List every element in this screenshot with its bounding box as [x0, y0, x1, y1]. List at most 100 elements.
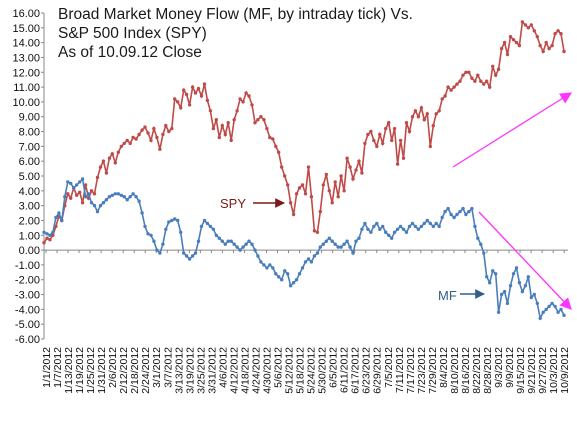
- data-point-mf: [51, 230, 55, 234]
- data-point-mf: [375, 221, 379, 226]
- data-point-mf: [176, 218, 180, 223]
- data-point-mf: [401, 227, 406, 231]
- data-point-mf: [491, 269, 495, 273]
- data-point-spy: [131, 135, 135, 140]
- data-point-spy: [253, 121, 257, 125]
- x-tick-label: 7/17/2012: [405, 347, 417, 394]
- data-point-mf: [211, 227, 216, 231]
- data-point-spy: [119, 144, 124, 149]
- data-point-spy: [42, 241, 46, 245]
- data-point-spy: [562, 49, 566, 54]
- data-point-mf: [146, 232, 150, 236]
- y-tick-label: 4.00: [19, 186, 40, 198]
- data-point-spy: [464, 70, 468, 75]
- data-point-spy: [440, 97, 444, 101]
- data-point-spy: [499, 46, 504, 51]
- data-point-spy: [354, 168, 358, 172]
- data-point-spy: [229, 138, 233, 143]
- chart-title-line-2: S&P 500 Index (SPY): [58, 25, 207, 42]
- data-point-mf: [161, 242, 165, 246]
- data-point-mf: [505, 301, 510, 306]
- data-point-mf: [547, 304, 551, 309]
- data-point-mf: [220, 239, 224, 243]
- data-point-spy: [413, 109, 418, 113]
- data-point-spy: [321, 183, 325, 187]
- data-point-mf: [476, 236, 480, 240]
- data-point-spy: [125, 138, 129, 143]
- data-point-mf: [187, 257, 192, 261]
- data-point-spy: [327, 189, 331, 193]
- data-point-mf: [470, 206, 474, 211]
- x-tick-label: 5/30/2012: [317, 347, 329, 394]
- data-point-spy: [244, 91, 248, 95]
- data-point-mf: [398, 224, 403, 229]
- data-point-spy: [550, 43, 554, 48]
- data-point-spy: [381, 141, 385, 146]
- x-tick-label: 1/13/2012: [63, 347, 75, 394]
- x-tick-label: 4/12/2012: [228, 347, 240, 394]
- x-tick-label: 1/19/2012: [74, 347, 86, 394]
- y-axis-tick-labels: -6.00 -5.00 -4.00 -3.00 -2.00 -1.00 0.00 1.00 2.…: [12, 8, 40, 346]
- data-point-mf: [452, 215, 456, 220]
- data-point-spy: [89, 189, 94, 193]
- data-point-spy: [369, 129, 373, 134]
- data-point-mf: [384, 230, 388, 234]
- data-point-mf: [244, 242, 248, 246]
- data-point-spy: [83, 183, 88, 187]
- x-tick-label: 1/7/2012: [52, 347, 64, 388]
- data-point-spy: [336, 195, 340, 199]
- data-point-spy: [494, 73, 498, 77]
- data-point-mf: [467, 209, 471, 214]
- data-point-spy: [164, 123, 168, 128]
- y-tick-label: -3.00: [15, 290, 40, 302]
- data-point-spy: [78, 190, 82, 194]
- data-point-mf: [351, 251, 355, 255]
- data-point-spy: [502, 40, 507, 45]
- data-point-spy: [556, 29, 560, 33]
- data-point-mf: [173, 217, 177, 221]
- y-tick-label: 7.00: [19, 141, 40, 153]
- series-layer: [42, 20, 566, 321]
- data-point-mf: [229, 239, 233, 243]
- data-point-spy: [294, 192, 299, 196]
- spy-uptrend-arrow: [452, 92, 572, 168]
- data-point-mf: [113, 192, 118, 196]
- data-point-mf: [235, 245, 239, 249]
- data-point-mf: [57, 211, 61, 215]
- data-point-mf: [271, 266, 275, 270]
- data-point-mf: [131, 192, 135, 196]
- data-point-mf: [303, 260, 308, 264]
- data-point-spy: [98, 165, 103, 169]
- data-point-mf: [502, 289, 507, 294]
- data-point-mf: [315, 251, 320, 255]
- data-point-spy: [318, 209, 322, 214]
- data-point-spy: [173, 97, 177, 101]
- data-point-spy: [547, 46, 551, 51]
- data-point-spy: [378, 132, 382, 137]
- data-point-spy: [66, 192, 70, 196]
- data-point-spy: [280, 165, 284, 169]
- data-point-mf: [363, 221, 367, 226]
- data-point-mf: [327, 236, 331, 240]
- data-point-mf: [342, 242, 346, 246]
- data-point-spy: [306, 165, 311, 169]
- data-point-mf: [247, 239, 251, 243]
- data-point-spy: [479, 79, 483, 83]
- data-point-mf: [541, 310, 545, 314]
- data-point-mf: [306, 257, 311, 261]
- data-point-mf: [60, 218, 64, 223]
- data-point-mf: [372, 224, 376, 229]
- data-point-mf: [288, 284, 293, 288]
- data-point-mf: [286, 272, 290, 276]
- data-point-spy: [193, 91, 198, 95]
- data-point-spy: [170, 126, 174, 131]
- data-point-spy: [226, 121, 230, 125]
- data-point-mf: [167, 220, 171, 224]
- x-tick-label: 6/23/2012: [361, 347, 373, 394]
- series-spy: [42, 20, 566, 245]
- x-tick-label: 8/4/2012: [438, 347, 450, 388]
- data-point-spy: [375, 144, 379, 149]
- data-point-spy: [137, 132, 141, 137]
- data-point-mf: [390, 236, 394, 240]
